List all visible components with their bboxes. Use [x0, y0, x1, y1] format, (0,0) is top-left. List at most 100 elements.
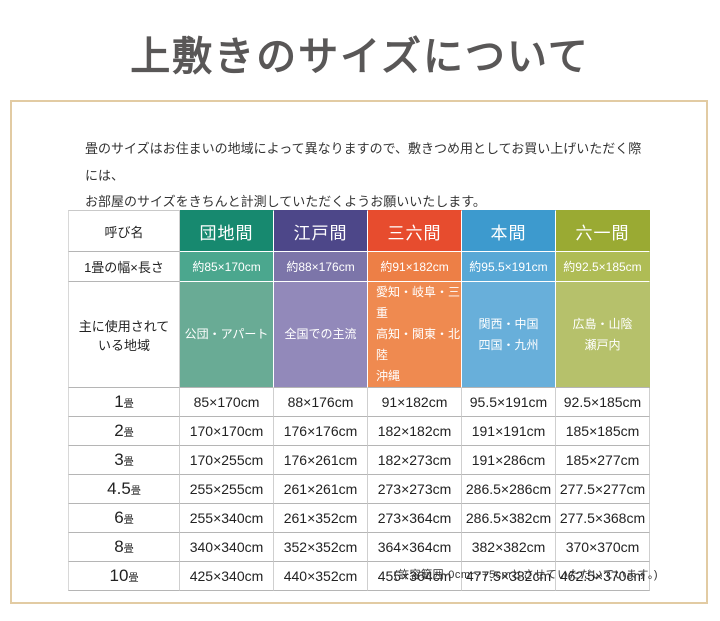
region-cell-2: 全国での主流: [274, 282, 368, 388]
size-value: 277.5×368cm: [556, 504, 650, 533]
size-row-label: 6畳: [68, 504, 180, 533]
width-row: 1畳の幅×長さ 約85×170cm 約88×176cm 約91×182cm 約95.5×…: [68, 252, 650, 282]
size-value: 261×352cm: [274, 504, 368, 533]
size-row-4.5: 4.5畳 255×255cm 261×261cm 273×273cm 286.5×286…: [68, 475, 650, 504]
size-value: 85×170cm: [180, 388, 274, 417]
size-value: 364×364cm: [368, 533, 462, 562]
size-value: 91×182cm: [368, 388, 462, 417]
region-text: 愛知・岐阜・三重: [376, 285, 461, 320]
size-row-label: 10畳: [68, 562, 180, 591]
size-value: 191×191cm: [462, 417, 556, 446]
size-row-label: 2畳: [68, 417, 180, 446]
size-value: 340×340cm: [180, 533, 274, 562]
width-row-label: 1畳の幅×長さ: [68, 252, 180, 282]
region-text: 沖縄: [376, 369, 401, 383]
region-text: 関西・中国: [478, 316, 539, 331]
region-text: 瀬戸内: [584, 337, 621, 352]
size-value: 352×352cm: [274, 533, 368, 562]
size-value: 185×277cm: [556, 446, 650, 475]
size-value: 255×255cm: [180, 475, 274, 504]
region-text: 高知・関東・北陸: [376, 327, 461, 362]
page-title: 上敷きのサイズについて: [130, 34, 590, 79]
size-row-label: 4.5畳: [68, 475, 180, 504]
region-cell-3: 愛知・岐阜・三重 高知・関東・北陸沖縄: [368, 282, 462, 388]
size-row-3: 3畳 170×255cm 176×261cm 182×273cm 191×286cm 18…: [68, 446, 650, 475]
size-unit: 畳: [128, 573, 139, 584]
size-value: 462.5×370cm: [556, 562, 650, 591]
size-value: 273×273cm: [368, 475, 462, 504]
size-value: 277.5×277cm: [556, 475, 650, 504]
size-count: 1: [114, 392, 124, 411]
size-value: 261×261cm: [274, 475, 368, 504]
size-value: 170×255cm: [180, 446, 274, 475]
size-value: 255×340cm: [180, 504, 274, 533]
size-unit: 畳: [123, 457, 134, 468]
size-value: 176×176cm: [274, 417, 368, 446]
intro-line-1: 畳のサイズはお住まいの地域によって異なりますので、敷きつめ用としてお買い上げいた…: [85, 141, 642, 183]
size-value: 176×261cm: [274, 446, 368, 475]
size-value: 182×182cm: [368, 417, 462, 446]
column-header-5: 六一間: [556, 210, 650, 252]
size-value: 286.5×286cm: [462, 475, 556, 504]
region-cell-5: 広島・山陰 瀬戸内: [556, 282, 650, 388]
size-row-label: 8畳: [68, 533, 180, 562]
size-value: 382×382cm: [462, 533, 556, 562]
region-text: 四国・九州: [478, 337, 539, 352]
tolerance-note: (許容範囲-0cm～+5cmとさせていただいています。): [393, 569, 658, 581]
region-text: 広島・山陰: [572, 316, 633, 331]
size-row-1: 1畳 85×170cm 88×176cm 91×182cm 95.5×191cm 92.5…: [68, 388, 650, 417]
size-value: 425×340cm: [180, 562, 274, 591]
content-box: 畳のサイズはお住まいの地域によって異なりますので、敷きつめ用としてお買い上げいた…: [10, 100, 708, 604]
region-text: 公団・アパート: [184, 327, 269, 341]
size-unit: 畳: [130, 486, 141, 497]
size-value: 182×273cm: [368, 446, 462, 475]
size-value: 191×286cm: [462, 446, 556, 475]
region-row: 主に使用されて いる地域 公団・アパート 全国での主流 愛知・岐阜・三重 高知・関東・北陸…: [68, 282, 650, 388]
width-cell-5: 約92.5×185cm: [556, 252, 650, 282]
tatami-size-table: 呼び名 団地間 江戸間 三六間 本間 六一間 1畳の幅×長さ 約85×170cm 約88×176…: [68, 210, 650, 591]
size-count: 10: [109, 566, 129, 585]
column-header-1: 団地間: [180, 210, 274, 252]
size-row-6: 6畳 255×340cm 261×352cm 273×364cm 286.5×382cm…: [68, 504, 650, 533]
size-value: 455×364cm: [368, 562, 462, 591]
width-cell-3: 約91×182cm: [368, 252, 462, 282]
corner-label: 呼び名: [68, 210, 180, 252]
size-row-label: 1畳: [68, 388, 180, 417]
size-unit: 畳: [123, 399, 134, 410]
header-row: 呼び名 団地間 江戸間 三六間 本間 六一間: [68, 210, 650, 252]
size-value: 286.5×382cm: [462, 504, 556, 533]
size-unit: 畳: [123, 544, 134, 555]
width-cell-4: 約95.5×191cm: [462, 252, 556, 282]
size-count: 3: [114, 450, 124, 469]
size-value: 477.5×382cm: [462, 562, 556, 591]
width-cell-1: 約85×170cm: [180, 252, 274, 282]
region-text: 全国での主流: [284, 327, 357, 341]
size-value: 440×352cm: [274, 562, 368, 591]
size-value: 92.5×185cm: [556, 388, 650, 417]
size-value: 95.5×191cm: [462, 388, 556, 417]
size-value: 370×370cm: [556, 533, 650, 562]
size-value: 88×176cm: [274, 388, 368, 417]
width-cell-2: 約88×176cm: [274, 252, 368, 282]
size-value: 273×364cm: [368, 504, 462, 533]
size-unit: 畳: [123, 515, 134, 526]
region-row-label: 主に使用されて いる地域: [68, 282, 180, 388]
size-unit: 畳: [123, 428, 134, 439]
size-row-8: 8畳 340×340cm 352×352cm 364×364cm 382×382cm 37…: [68, 533, 650, 562]
size-row-10: 10畳 425×340cm 440×352cm 455×364cm 477.5×382c…: [68, 562, 650, 591]
region-cell-1: 公団・アパート: [180, 282, 274, 388]
size-value: 185×185cm: [556, 417, 650, 446]
column-header-2: 江戸間: [274, 210, 368, 252]
size-count: 8: [114, 537, 124, 556]
size-row-label: 3畳: [68, 446, 180, 475]
column-header-3: 三六間: [368, 210, 462, 252]
intro-text: 畳のサイズはお住まいの地域によって異なりますので、敷きつめ用としてお買い上げいた…: [85, 136, 645, 216]
size-value: 170×170cm: [180, 417, 274, 446]
intro-line-2: お部屋のサイズをきちんと計測していただくようお願いいたします。: [85, 194, 486, 210]
size-count: 4.5: [107, 479, 131, 498]
size-count: 2: [114, 421, 124, 440]
region-cell-4: 関西・中国四国・九州: [462, 282, 556, 388]
size-count: 6: [114, 508, 124, 527]
column-header-4: 本間: [462, 210, 556, 252]
